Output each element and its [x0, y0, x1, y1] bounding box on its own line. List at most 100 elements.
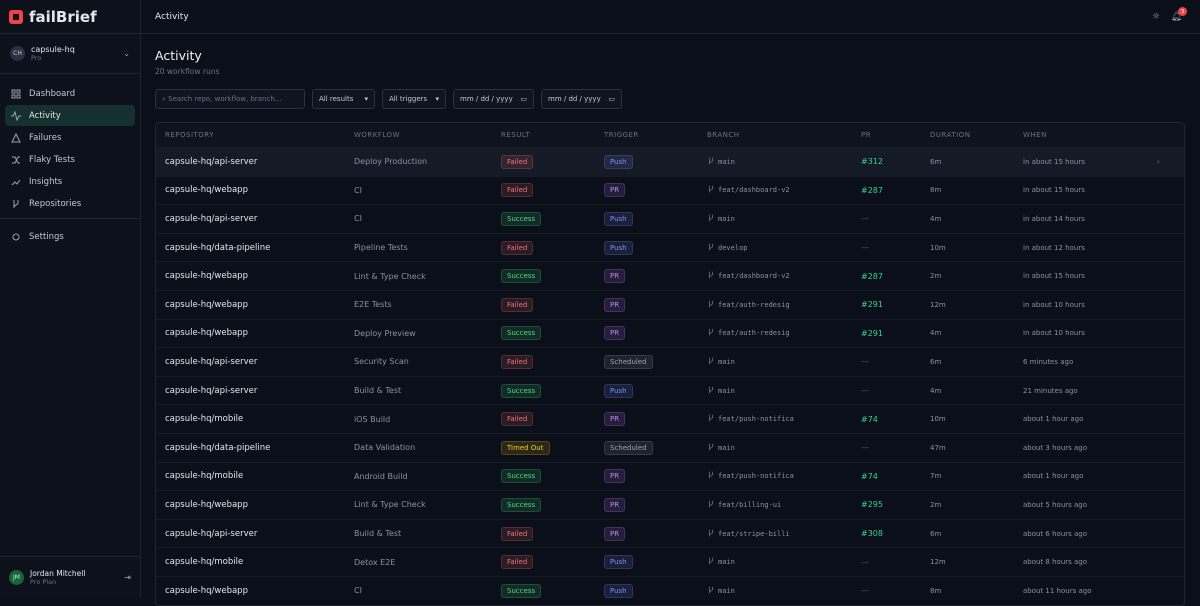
- nav-item[interactable]: Activity: [5, 105, 135, 126]
- workflow: iOS Build: [354, 414, 391, 424]
- cell: capsule-hq/webapp: [165, 291, 248, 319]
- cell: 6m: [930, 148, 941, 176]
- pr-link[interactable]: #287: [861, 185, 883, 195]
- nav-label: Failures: [29, 132, 62, 143]
- cell: feat/billing-ui: [707, 491, 781, 519]
- search-input[interactable]: ⌕ Search repo, workflow, branch...: [155, 89, 305, 109]
- sidebar: failBrief CH capsule-hq Pro ⌄ Dashboard A…: [0, 0, 141, 598]
- column-header: RESULT: [501, 131, 531, 139]
- when: in about 10 hours: [1023, 300, 1085, 309]
- icon: [709, 500, 713, 508]
- nav-label: Flaky Tests: [29, 154, 75, 165]
- cell: #74: [861, 405, 878, 433]
- cell: about 3 hours ago: [1023, 434, 1087, 462]
- cell: PR: [604, 463, 626, 491]
- repository: capsule-hq/data-pipeline: [165, 442, 271, 453]
- branch-icon: [707, 328, 715, 338]
- workflow: Deploy Production: [354, 157, 428, 167]
- table-row[interactable]: capsule-hq/webapp E2E Tests Failed PR feat/a…: [156, 289, 1184, 319]
- pr-link[interactable]: #287: [861, 271, 883, 281]
- result-badge: Failed: [501, 240, 534, 255]
- result-badge: Timed Out: [501, 440, 550, 455]
- table-header: REPOSITORY WORKFLOW RESULT TRIGGER BRANCH PR D…: [156, 123, 1184, 147]
- cell: capsule-hq/webapp: [165, 491, 248, 519]
- select-label: All results: [319, 95, 354, 103]
- cell: Push: [604, 377, 633, 405]
- cell: about 5 hours ago: [1023, 491, 1087, 519]
- cell: #308: [861, 520, 883, 548]
- cell: #74: [861, 463, 878, 491]
- date-from[interactable]: mm / dd / yyyy ▭: [453, 89, 534, 109]
- table-row[interactable]: capsule-hq/data-pipeline Data Validation T…: [156, 432, 1184, 462]
- icon: [13, 199, 19, 208]
- table-row[interactable]: capsule-hq/webapp Deploy Preview Success PR…: [156, 318, 1184, 348]
- icon: [12, 156, 20, 163]
- branch: feat/billing-ui: [718, 500, 782, 509]
- nav-settings[interactable]: Settings: [5, 226, 135, 247]
- when: in about 15 hours: [1023, 272, 1085, 281]
- table-row[interactable]: capsule-hq/mobile iOS Build Failed PR feat/p…: [156, 404, 1184, 433]
- cell: about 1 hour ago: [1023, 405, 1083, 433]
- nav-item[interactable]: Failures: [5, 127, 135, 148]
- table-row[interactable]: capsule-hq/webapp CI Failed PR feat/dashboar…: [156, 175, 1184, 205]
- notifications-button[interactable]: 🔔︎: [1170, 11, 1182, 22]
- cell: CI: [354, 577, 362, 605]
- cell: 6m: [930, 348, 941, 376]
- cell: PR: [604, 291, 626, 319]
- cell: capsule-hq/api-server: [165, 148, 257, 176]
- pr-link[interactable]: #74: [861, 414, 878, 424]
- duration: 10m: [930, 415, 946, 424]
- trigger-badge: PR: [604, 526, 626, 541]
- brand[interactable]: failBrief: [0, 0, 140, 34]
- trigger-badge: Push: [604, 383, 633, 398]
- cell: main: [707, 205, 735, 233]
- table-row[interactable]: capsule-hq/webapp Lint & Type Check Succes…: [156, 261, 1184, 290]
- workflow: E2E Tests: [354, 300, 392, 310]
- nav-item[interactable]: Repositories: [5, 193, 135, 214]
- cell: Scheduled: [604, 434, 653, 462]
- pr-link[interactable]: #74: [861, 471, 878, 481]
- table-row[interactable]: capsule-hq/api-server Build & Test Failed P…: [156, 518, 1184, 548]
- nav-item[interactable]: Dashboard: [5, 83, 135, 104]
- table-row[interactable]: capsule-hq/api-server Build & Test Success…: [156, 375, 1184, 405]
- pr-link: —: [861, 243, 869, 253]
- cell: 6 minutes ago: [1023, 348, 1073, 376]
- pr-link[interactable]: #291: [861, 328, 883, 338]
- duration: 12m: [930, 300, 946, 309]
- icon: [709, 586, 713, 593]
- results-select[interactable]: All results ▾: [312, 89, 375, 109]
- table-row[interactable]: capsule-hq/api-server CI Success Push main — 4…: [156, 204, 1184, 233]
- cell: Deploy Preview: [354, 320, 416, 348]
- when: in about 12 hours: [1023, 243, 1085, 252]
- when: about 1 hour ago: [1023, 472, 1084, 481]
- pr-link[interactable]: #312: [861, 157, 883, 167]
- cell: 4m: [930, 320, 941, 348]
- table-row[interactable]: capsule-hq/webapp Lint & Type Check Succes…: [156, 490, 1184, 519]
- triggers-select[interactable]: All triggers ▾: [382, 89, 446, 109]
- theme-toggle[interactable]: ☼: [1151, 11, 1160, 22]
- calendar-icon: ▭: [520, 95, 527, 103]
- workspace-switcher[interactable]: CH capsule-hq Pro ⌄: [0, 34, 140, 74]
- branch: main: [718, 443, 735, 452]
- cell: Security Scan: [354, 348, 409, 376]
- repository: capsule-hq/webapp: [165, 271, 248, 282]
- pr-link[interactable]: #295: [861, 500, 883, 510]
- pr-link[interactable]: #308: [861, 529, 883, 539]
- repository: capsule-hq/webapp: [165, 499, 248, 510]
- table-row[interactable]: capsule-hq/data-pipeline Pipeline Tests Fa…: [156, 232, 1184, 262]
- table-row[interactable]: capsule-hq/mobile Android Build Success PR f…: [156, 461, 1184, 491]
- table-row[interactable]: capsule-hq/api-server Deploy Production Fa…: [156, 147, 1184, 176]
- cell: in about 15 hours: [1023, 148, 1085, 176]
- nav-item[interactable]: Flaky Tests: [5, 149, 135, 170]
- pr-link[interactable]: #291: [861, 300, 883, 310]
- table-row[interactable]: capsule-hq/webapp CI Success Push main — 8m abo…: [156, 575, 1184, 605]
- repository: capsule-hq/webapp: [165, 185, 248, 196]
- result-badge: Failed: [501, 526, 534, 541]
- table-row[interactable]: capsule-hq/mobile Detox E2E Failed Push main…: [156, 547, 1184, 576]
- cell: Detox E2E: [354, 548, 395, 576]
- logout-button[interactable]: ⇥: [124, 573, 131, 582]
- user-avatar: JM: [9, 570, 24, 585]
- table-row[interactable]: capsule-hq/api-server Security Scan Failed…: [156, 347, 1184, 376]
- nav-item[interactable]: Insights: [5, 171, 135, 192]
- date-to[interactable]: mm / dd / yyyy ▭: [541, 89, 622, 109]
